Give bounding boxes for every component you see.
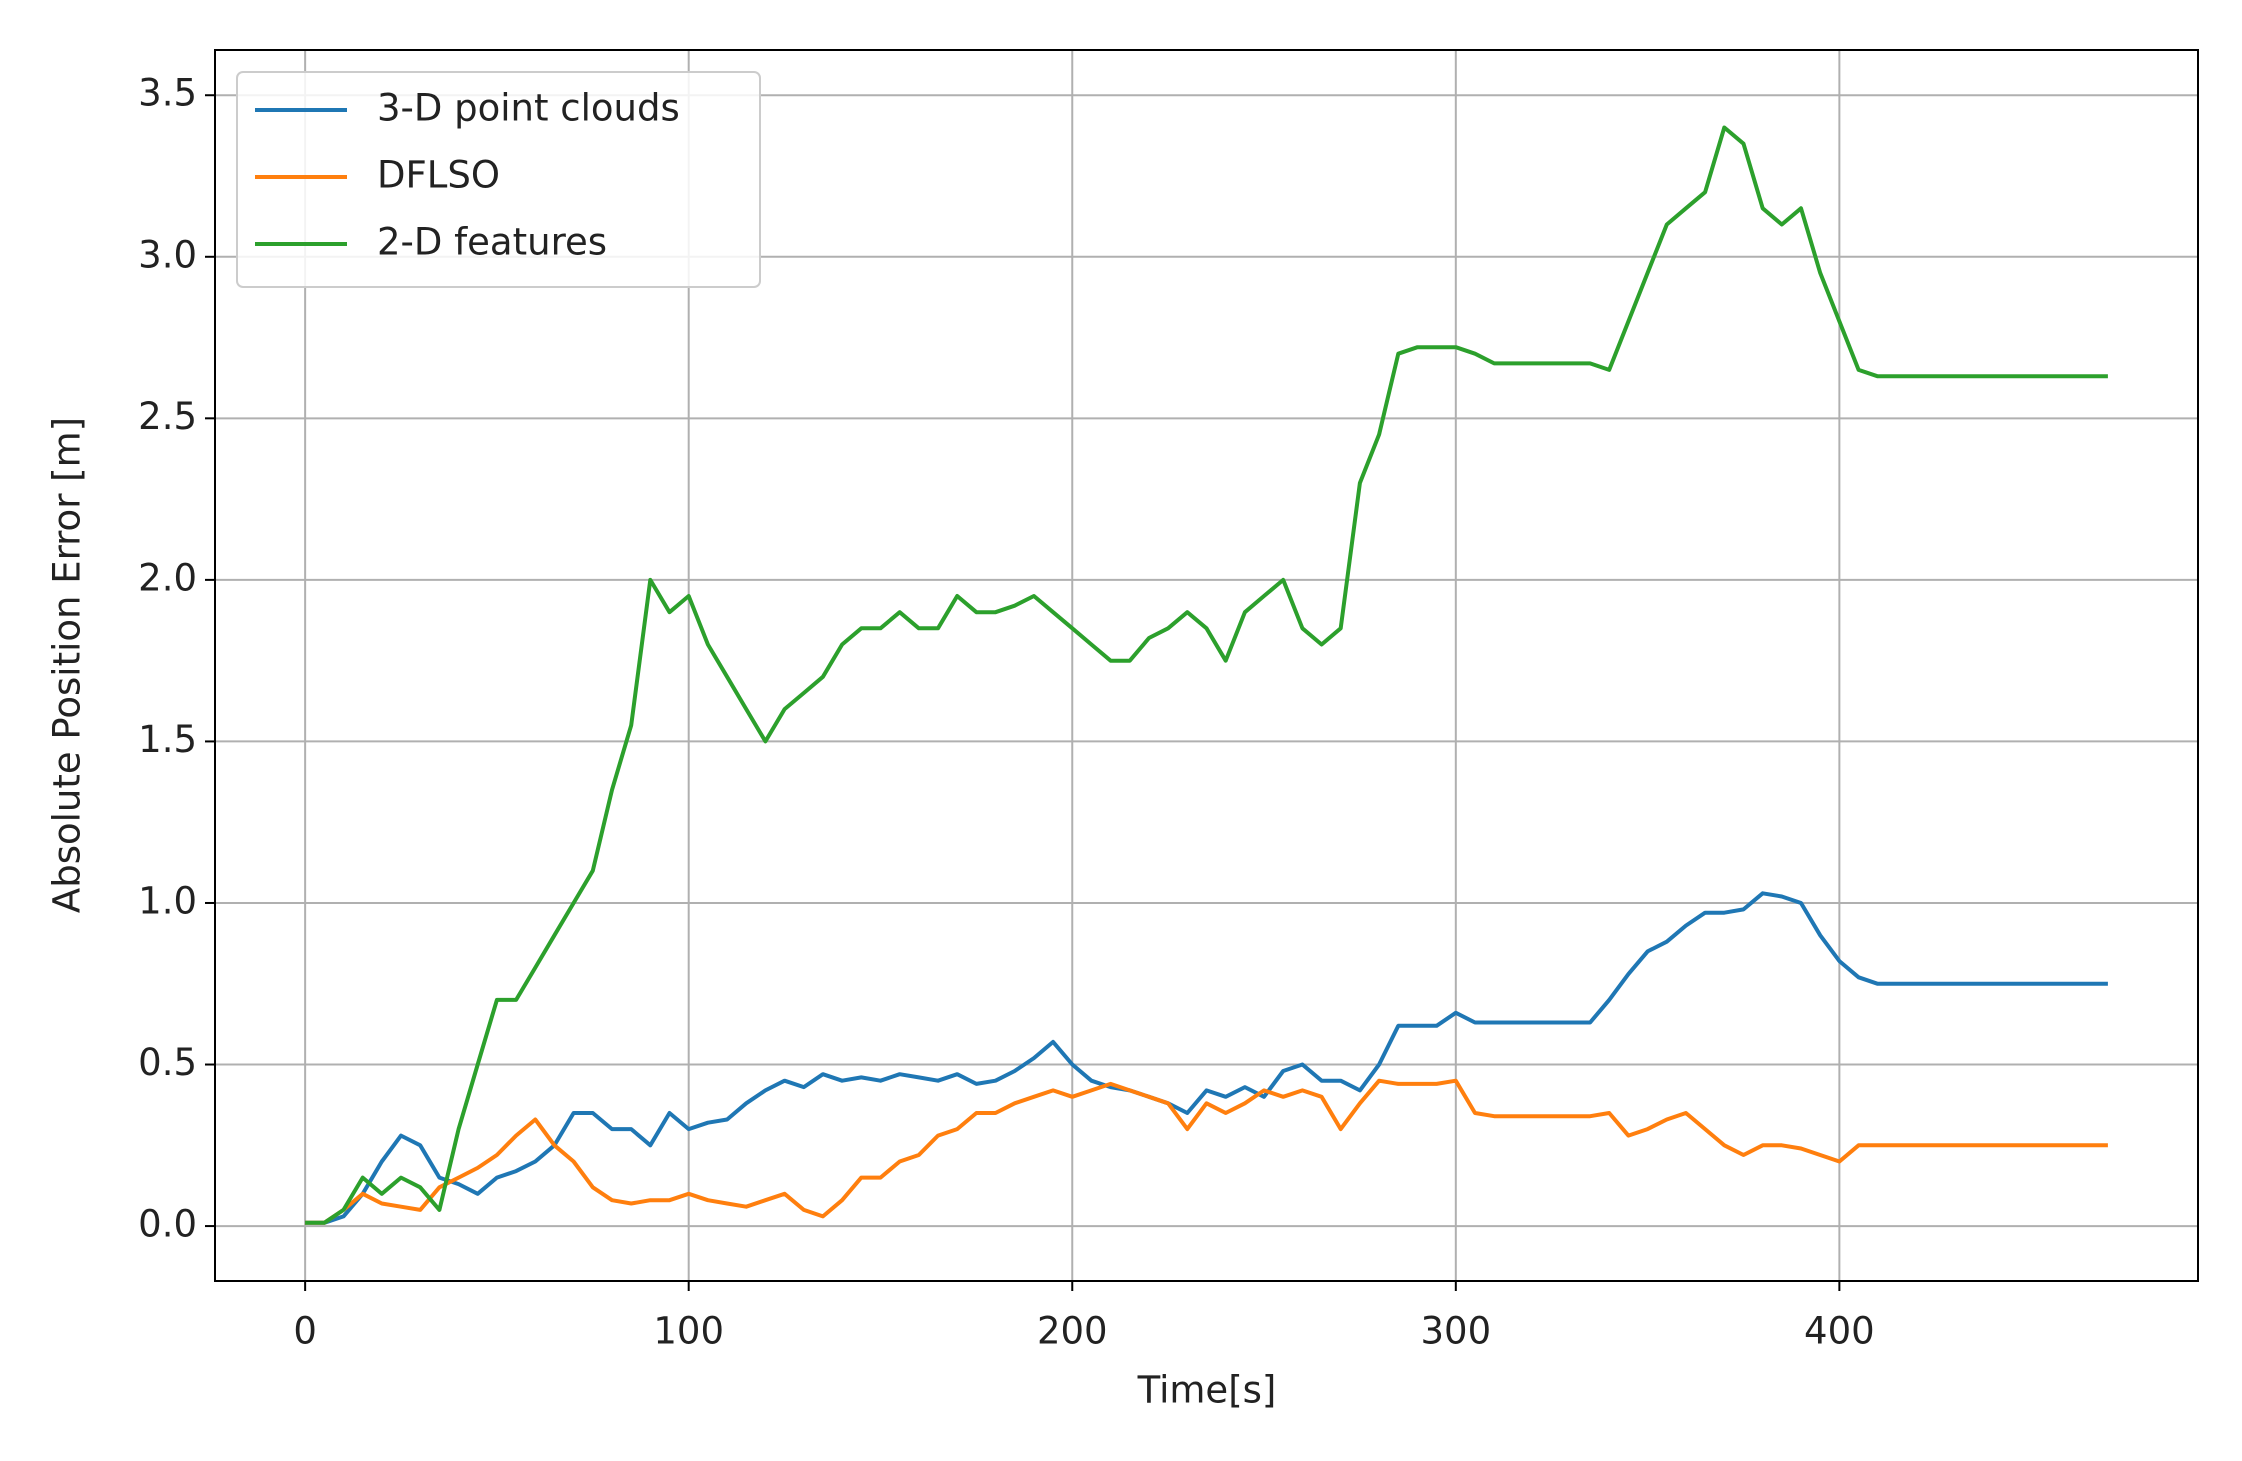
legend-box [236,71,761,288]
y-tick-label: 2.0 [138,556,197,599]
y-axis-label: Absolute Position Error [m] [46,417,89,913]
y-tick-label: 0.5 [138,1041,197,1084]
legend-label: DFLSO [377,154,500,197]
y-tick-label: 1.0 [138,879,197,922]
x-tick-label: 100 [653,1310,724,1353]
series-line [305,125,2108,1225]
y-tick-label: 1.5 [138,718,197,761]
plot-frame [214,49,2199,1282]
x-tick-label: 200 [1037,1310,1108,1353]
legend-label: 2-D features [377,221,607,264]
series-line [305,1078,2108,1225]
legend-label: 3-D point clouds [377,87,680,130]
x-tick-label: 0 [293,1310,317,1353]
y-tick-label: 2.5 [138,395,197,438]
x-tick-label: 400 [1804,1310,1875,1353]
y-tick-label: 3.5 [138,72,197,115]
x-axis-label: Time[s] [1137,1369,1277,1412]
series-line [305,891,2108,1225]
x-tick-label: 300 [1421,1310,1492,1353]
y-tick-label: 0.0 [138,1203,197,1246]
y-tick-label: 3.0 [138,233,197,276]
